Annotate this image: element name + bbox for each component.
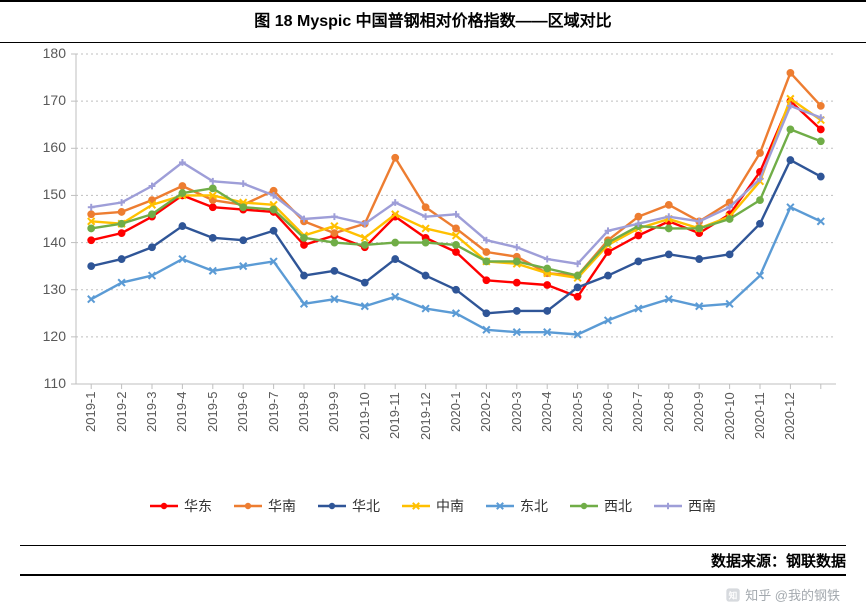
x-tick-label: 2019-7 — [266, 392, 281, 478]
watermark-text: 知乎 @我的钢铁 — [745, 585, 840, 604]
x-tick-label: 2020-7 — [630, 392, 645, 478]
legend-item: 华东 — [150, 496, 212, 516]
legend-item: 西北 — [570, 496, 632, 516]
legend-label: 华北 — [352, 496, 380, 516]
x-tick-label: 2020-1 — [448, 392, 463, 478]
x-tick-label: 2019-11 — [387, 392, 402, 478]
legend-label: 西北 — [604, 496, 632, 516]
legend-swatch — [402, 499, 430, 513]
legend-item: 东北 — [486, 496, 548, 516]
legend-item: 华南 — [234, 496, 296, 516]
legend-swatch — [570, 499, 598, 513]
legend-item: 中南 — [402, 496, 464, 516]
x-tick-label: 2019-6 — [235, 392, 250, 478]
legend-label: 西南 — [688, 496, 716, 516]
x-tick-label: 2019-2 — [114, 392, 129, 478]
x-tick-label: 2019-5 — [205, 392, 220, 478]
x-tick-label: 2020-11 — [752, 392, 767, 478]
svg-text:知: 知 — [728, 589, 738, 600]
x-tick-label: 2019-12 — [418, 392, 433, 478]
x-tick-label: 2020-6 — [600, 392, 615, 478]
legend-swatch — [654, 499, 682, 513]
x-tick-label: 2019-3 — [144, 392, 159, 478]
legend-label: 华东 — [184, 496, 212, 516]
y-tick-label: 170 — [20, 92, 66, 108]
legend-label: 中南 — [436, 496, 464, 516]
x-tick-label: 2020-8 — [661, 392, 676, 478]
legend-swatch — [234, 499, 262, 513]
watermark: 知 知乎 @我的钢铁 — [725, 585, 840, 604]
y-tick-label: 160 — [20, 139, 66, 155]
y-tick-label: 180 — [20, 45, 66, 61]
figure-root: 图 18 Myspic 中国普钢相对价格指数——区域对比 110 120 130 14… — [0, 0, 866, 612]
x-tick-label: 2019-1 — [83, 392, 98, 478]
x-tick-label: 2020-12 — [782, 392, 797, 478]
y-tick-label: 150 — [20, 186, 66, 202]
source-label: 数据来源：钢联数据 — [711, 553, 846, 570]
y-tick-label: 120 — [20, 328, 66, 344]
x-tick-label: 2019-4 — [174, 392, 189, 478]
chart-title: 图 18 Myspic 中国普钢相对价格指数——区域对比 — [0, 0, 866, 43]
x-tick-label: 2019-10 — [357, 392, 372, 478]
legend-swatch — [318, 499, 346, 513]
x-tick-label: 2020-5 — [570, 392, 585, 478]
x-tick-label: 2020-9 — [691, 392, 706, 478]
legend-item: 华北 — [318, 496, 380, 516]
legend-item: 西南 — [654, 496, 716, 516]
legend-swatch — [150, 499, 178, 513]
source-footer: 数据来源：钢联数据 — [20, 545, 846, 576]
x-tick-label: 2020-2 — [478, 392, 493, 478]
plot-svg — [20, 48, 846, 394]
legend-swatch — [486, 499, 514, 513]
x-tick-label: 2019-8 — [296, 392, 311, 478]
y-tick-label: 110 — [20, 375, 66, 391]
x-tick-label: 2020-4 — [539, 392, 554, 478]
legend: 华东 华南 华北 中南 东北 西北 西南 — [20, 484, 846, 528]
x-tick-label: 2020-10 — [722, 392, 737, 478]
x-tick-label: 2020-3 — [509, 392, 524, 478]
y-tick-label: 130 — [20, 281, 66, 297]
legend-label: 东北 — [520, 496, 548, 516]
y-tick-label: 140 — [20, 234, 66, 250]
zhihu-icon: 知 — [725, 587, 741, 603]
legend-label: 华南 — [268, 496, 296, 516]
chart-area: 110 120 130 140 150 160 170 180 2019-1 2019-2 201… — [20, 48, 846, 528]
x-tick-label: 2019-9 — [326, 392, 341, 478]
